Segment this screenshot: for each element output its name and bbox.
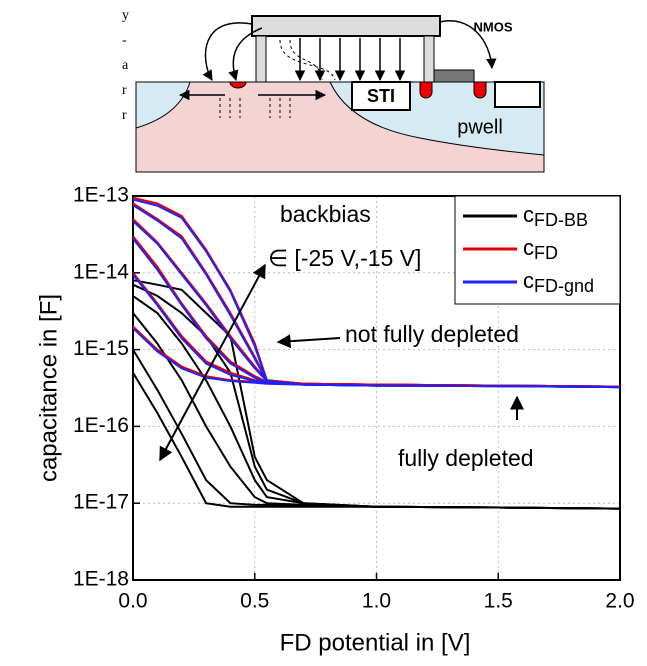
- x-tick-label: 2.0: [605, 590, 634, 613]
- side-text: r: [122, 108, 127, 123]
- pwell-label: pwell: [457, 116, 503, 138]
- annotation-arrows: [159, 263, 524, 462]
- side-text: y: [122, 8, 129, 23]
- device-diagram: NMOS STI pwell: [135, 15, 545, 173]
- x-tick-label: 1.5: [484, 590, 513, 613]
- x-tick-label: 1.0: [362, 590, 391, 613]
- gate: [431, 69, 475, 83]
- legend-label: cFD: [523, 235, 558, 263]
- legend-label: cFD-BB: [523, 202, 588, 230]
- sti-box: [351, 81, 411, 111]
- pillar: [255, 35, 267, 83]
- x-tick-label: 0.0: [118, 590, 147, 613]
- x-axis-label: FD potential in [V]: [280, 629, 471, 656]
- sti-box: [494, 81, 541, 108]
- annotation: backbias: [280, 201, 371, 227]
- annotation: ∈ [-25 V,-15 V]: [268, 245, 421, 271]
- y-tick-label: 1E-14: [73, 260, 129, 283]
- data-line: [132, 279, 621, 510]
- side-text: a: [122, 58, 129, 73]
- annotation: fully depleted: [398, 445, 534, 471]
- field-arrows: [178, 20, 497, 101]
- side-text: r: [122, 83, 127, 98]
- nmos-label: NMOS: [474, 19, 513, 34]
- plot-frame: [132, 195, 621, 581]
- gate-plate: [251, 15, 441, 37]
- y-tick-label: 1E-18: [73, 568, 129, 591]
- implant: [419, 81, 487, 99]
- y-tick-label: 1E-17: [73, 491, 129, 514]
- sti-label: STI: [367, 86, 395, 106]
- y-tick-label: 1E-16: [73, 414, 129, 437]
- side-text: -: [122, 33, 127, 48]
- field-lines: [219, 39, 336, 118]
- y-tick-label: 1E-15: [73, 337, 129, 360]
- legend-label: cFD-gnd: [523, 268, 594, 296]
- pillar: [423, 35, 435, 83]
- well: [135, 81, 191, 129]
- y-axis-label: capacitance in [F]: [35, 294, 62, 482]
- x-tick-label: 0.5: [240, 590, 269, 613]
- annotation: not fully depleted: [345, 321, 519, 347]
- fd-node: [229, 81, 247, 89]
- y-tick-label: 1E-13: [73, 184, 129, 207]
- margin-text: y - a r r: [122, 8, 129, 123]
- data-line: [132, 372, 621, 510]
